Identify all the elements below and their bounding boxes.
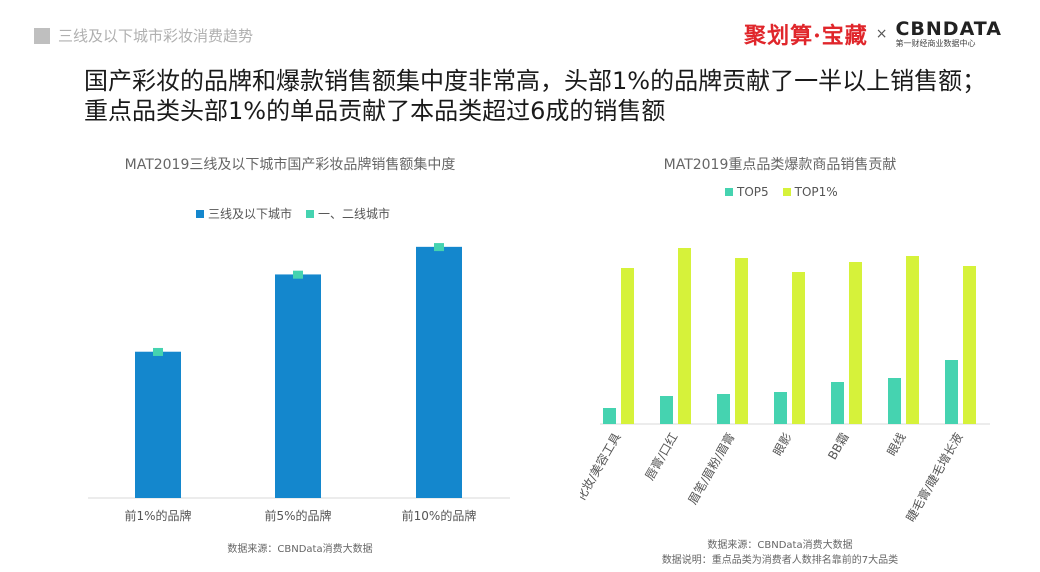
chart2-bar-top1pct-7 — [963, 266, 976, 424]
chart1-legend-label-1: 三线及以下城市 — [208, 207, 293, 221]
chart1-bar-3 — [416, 246, 462, 498]
chart1-legend-item-1: 三线及以下城市 — [196, 205, 292, 222]
chart2-bar-top5-2 — [660, 396, 673, 424]
chart2-tick-label-1: 化妆/美容工具 — [580, 430, 624, 503]
chart1-source: 数据来源：CBNData消费大数据 — [227, 544, 373, 555]
chart2-bar-top1pct-6 — [906, 256, 919, 424]
chart2-bar-top5-1 — [603, 408, 616, 424]
chart2-bar-top5-5 — [831, 382, 844, 424]
chart1-tick-label-3: 前10%的品牌 — [402, 508, 477, 523]
chart2-legend-label-1: TOP5 — [737, 185, 769, 199]
headline-line-1: 国产彩妆的品牌和爆款销售额集中度非常高，头部1%的品牌贡献了一半以上销售额； — [84, 67, 987, 95]
chart2-note: 数据说明：重点品类为消费者人数排名靠前的7大品类 — [661, 555, 899, 566]
chart2-tick-label-6: 眼线 — [884, 431, 908, 459]
chart1-tick-label-2: 前5%的品牌 — [264, 508, 331, 523]
chart2-tick-label-2: 唇膏/口红 — [642, 430, 681, 483]
chart2-bar-top5-7 — [945, 360, 958, 424]
headline-line-2: 重点品类头部1%的单品贡献了本品类超过6成的销售额 — [84, 97, 666, 125]
brand-separator: × — [875, 26, 888, 42]
cbndata-subtitle: 第一财经商业数据中心 — [895, 39, 976, 48]
legend-swatch-lime — [782, 188, 791, 196]
chart2-tick-label-4: 眼影 — [770, 431, 794, 459]
section-header: 三线及以下城市彩妆消费趋势 — [34, 25, 253, 46]
section-marker-icon — [34, 27, 50, 44]
chart2-bar-top1pct-4 — [792, 272, 805, 424]
chart2-bar-top5-6 — [888, 378, 901, 424]
chart2-tick-label-3: 眉笔/眉粉/眉膏 — [685, 430, 738, 507]
cbndata-name: CBNDATA — [895, 18, 1002, 40]
chart2-bar-top1pct-3 — [735, 258, 748, 424]
page-headline: 国产彩妆的品牌和爆款销售额集中度非常高，头部1%的品牌贡献了一半以上销售额； 重… — [84, 66, 1024, 126]
chart2-tick-label-7: 睫毛膏/睫毛增长液 — [903, 430, 966, 524]
chart2-legend-item-2: TOP1% — [782, 185, 838, 199]
chart2-bar-top1pct-2 — [678, 248, 691, 424]
chart1-legend-label-2: 一、二线城市 — [318, 207, 391, 221]
chart2-bar-top5-3 — [717, 394, 730, 424]
chart2-source: 数据来源：CBNData消费大数据 — [707, 540, 853, 551]
chart1-marker-3 — [434, 243, 444, 252]
chart2-bar-top1pct-5 — [849, 262, 862, 424]
section-title: 三线及以下城市彩妆消费趋势 — [58, 27, 254, 45]
chart2-bar-top5-4 — [774, 392, 787, 424]
chart1-marker-2 — [293, 270, 303, 279]
legend-swatch-blue — [196, 209, 204, 218]
chart1-legend-item-2: 一、二线城市 — [306, 205, 390, 222]
chart1-title: MAT2019三线及以下城市国产彩妆品牌销售额集中度 — [124, 157, 456, 173]
brand-logos: 聚划算·宝藏 × CBNDATA 第一财经商业数据中心 — [744, 18, 1002, 50]
legend-swatch-teal — [725, 188, 733, 196]
chart1-bar-2 — [275, 274, 321, 498]
chart2-tick-label-5: BB霜 — [825, 431, 851, 463]
chart2-title: MAT2019重点品类爆款商品销售贡献 — [663, 157, 897, 173]
chart1-plot: 前1%的品牌 前5%的品牌 前10%的品牌 — [88, 243, 510, 523]
brand-logo-cbndata: CBNDATA 第一财经商业数据中心 — [895, 19, 1002, 49]
brand-logo-juhuasuan: 聚划算·宝藏 — [744, 23, 868, 49]
legend-swatch-teal — [306, 209, 315, 218]
chart1-bar-1 — [135, 351, 181, 498]
chart2-legend-label-2: TOP1% — [794, 185, 838, 199]
chart2-legend: TOP5 TOP1% — [725, 185, 852, 199]
chart1-legend: 三线及以下城市 一、二线城市 — [196, 205, 404, 222]
chart1-tick-label-1: 前1%的品牌 — [124, 508, 191, 523]
chart2-legend-item-1: TOP5 — [725, 185, 769, 199]
chart1-marker-1 — [153, 347, 163, 356]
chart2-bar-top1pct-1 — [621, 268, 634, 424]
